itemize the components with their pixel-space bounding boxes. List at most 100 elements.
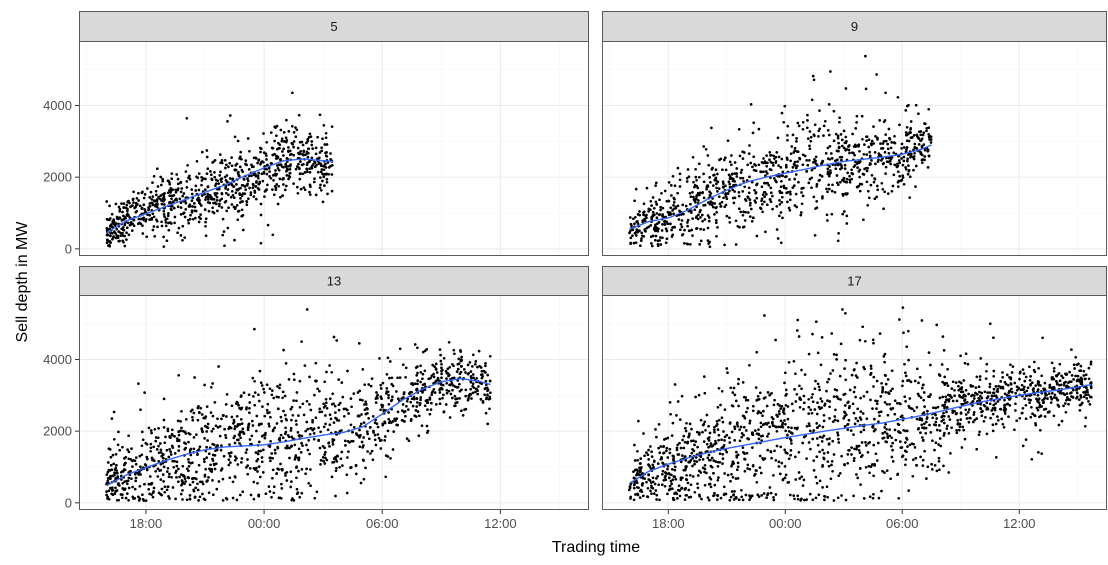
data-point	[980, 392, 983, 395]
data-point	[771, 208, 774, 211]
data-point	[178, 434, 181, 437]
data-point	[265, 158, 268, 161]
data-point	[248, 423, 251, 426]
data-point	[926, 465, 929, 468]
data-point	[898, 402, 901, 405]
data-point	[993, 391, 996, 394]
data-point	[264, 437, 267, 440]
data-point	[237, 140, 240, 143]
data-point	[195, 210, 198, 213]
data-point	[779, 203, 782, 206]
data-point	[170, 177, 173, 180]
data-point	[366, 450, 369, 453]
data-point	[994, 402, 997, 405]
data-point	[651, 245, 654, 248]
data-point	[137, 495, 140, 498]
data-point	[139, 465, 142, 468]
data-point	[374, 438, 377, 441]
data-point	[718, 434, 721, 437]
data-point	[333, 421, 336, 424]
data-point	[884, 133, 887, 136]
data-point	[794, 400, 797, 403]
data-point	[270, 131, 273, 134]
data-point	[745, 429, 748, 432]
data-point	[781, 217, 784, 220]
data-point	[424, 404, 427, 407]
data-point	[814, 387, 817, 390]
data-point	[310, 144, 313, 147]
data-point	[653, 460, 656, 463]
data-point	[779, 166, 782, 169]
data-point	[246, 183, 249, 186]
data-point	[372, 458, 375, 461]
data-point	[323, 380, 326, 383]
data-point	[208, 452, 211, 455]
data-point	[831, 190, 834, 193]
data-point	[185, 170, 188, 173]
data-point	[888, 403, 891, 406]
data-point	[789, 454, 792, 457]
data-point	[682, 435, 685, 438]
data-point	[320, 459, 323, 462]
data-point	[834, 159, 837, 162]
data-point	[713, 202, 716, 205]
data-point	[284, 414, 287, 417]
data-point	[208, 210, 211, 213]
data-point	[323, 168, 326, 171]
data-point	[198, 411, 201, 414]
data-point	[784, 176, 787, 179]
data-point	[710, 486, 713, 489]
data-point	[948, 398, 951, 401]
data-point	[233, 206, 236, 209]
data-point	[298, 496, 301, 499]
data-point	[816, 482, 819, 485]
data-point	[267, 423, 270, 426]
data-point	[704, 464, 707, 467]
data-point	[904, 458, 907, 461]
data-point	[917, 112, 920, 115]
data-point	[765, 154, 768, 157]
data-point	[907, 164, 910, 167]
data-point	[720, 157, 723, 160]
data-point	[440, 376, 443, 379]
data-point	[266, 184, 269, 187]
data-point	[149, 443, 152, 446]
data-point	[171, 433, 174, 436]
data-point	[663, 438, 666, 441]
data-point	[868, 138, 871, 141]
data-point	[105, 494, 108, 497]
data-point	[629, 216, 632, 219]
data-point	[137, 382, 140, 385]
data-point	[787, 418, 790, 421]
data-point	[380, 397, 383, 400]
data-point	[670, 229, 673, 232]
data-point	[826, 460, 829, 463]
data-point	[654, 184, 657, 187]
data-point	[690, 428, 693, 431]
data-point	[892, 407, 895, 410]
data-point	[651, 464, 654, 467]
data-point	[874, 428, 877, 431]
data-point	[721, 390, 724, 393]
data-point	[717, 439, 720, 442]
data-point	[901, 384, 904, 387]
data-point	[392, 430, 395, 433]
data-point	[829, 169, 832, 172]
data-point	[676, 192, 679, 195]
data-point	[738, 128, 741, 131]
data-point	[239, 436, 242, 439]
data-point	[404, 415, 407, 418]
data-point	[489, 355, 492, 358]
data-point	[486, 389, 489, 392]
data-point	[697, 474, 700, 477]
data-point	[803, 479, 806, 482]
data-point	[464, 395, 467, 398]
data-point	[337, 378, 340, 381]
data-point	[937, 443, 940, 446]
data-point	[692, 181, 695, 184]
data-point	[193, 376, 196, 379]
data-point	[1021, 412, 1024, 415]
data-point	[231, 184, 234, 187]
data-point	[350, 423, 353, 426]
data-point	[299, 150, 302, 153]
